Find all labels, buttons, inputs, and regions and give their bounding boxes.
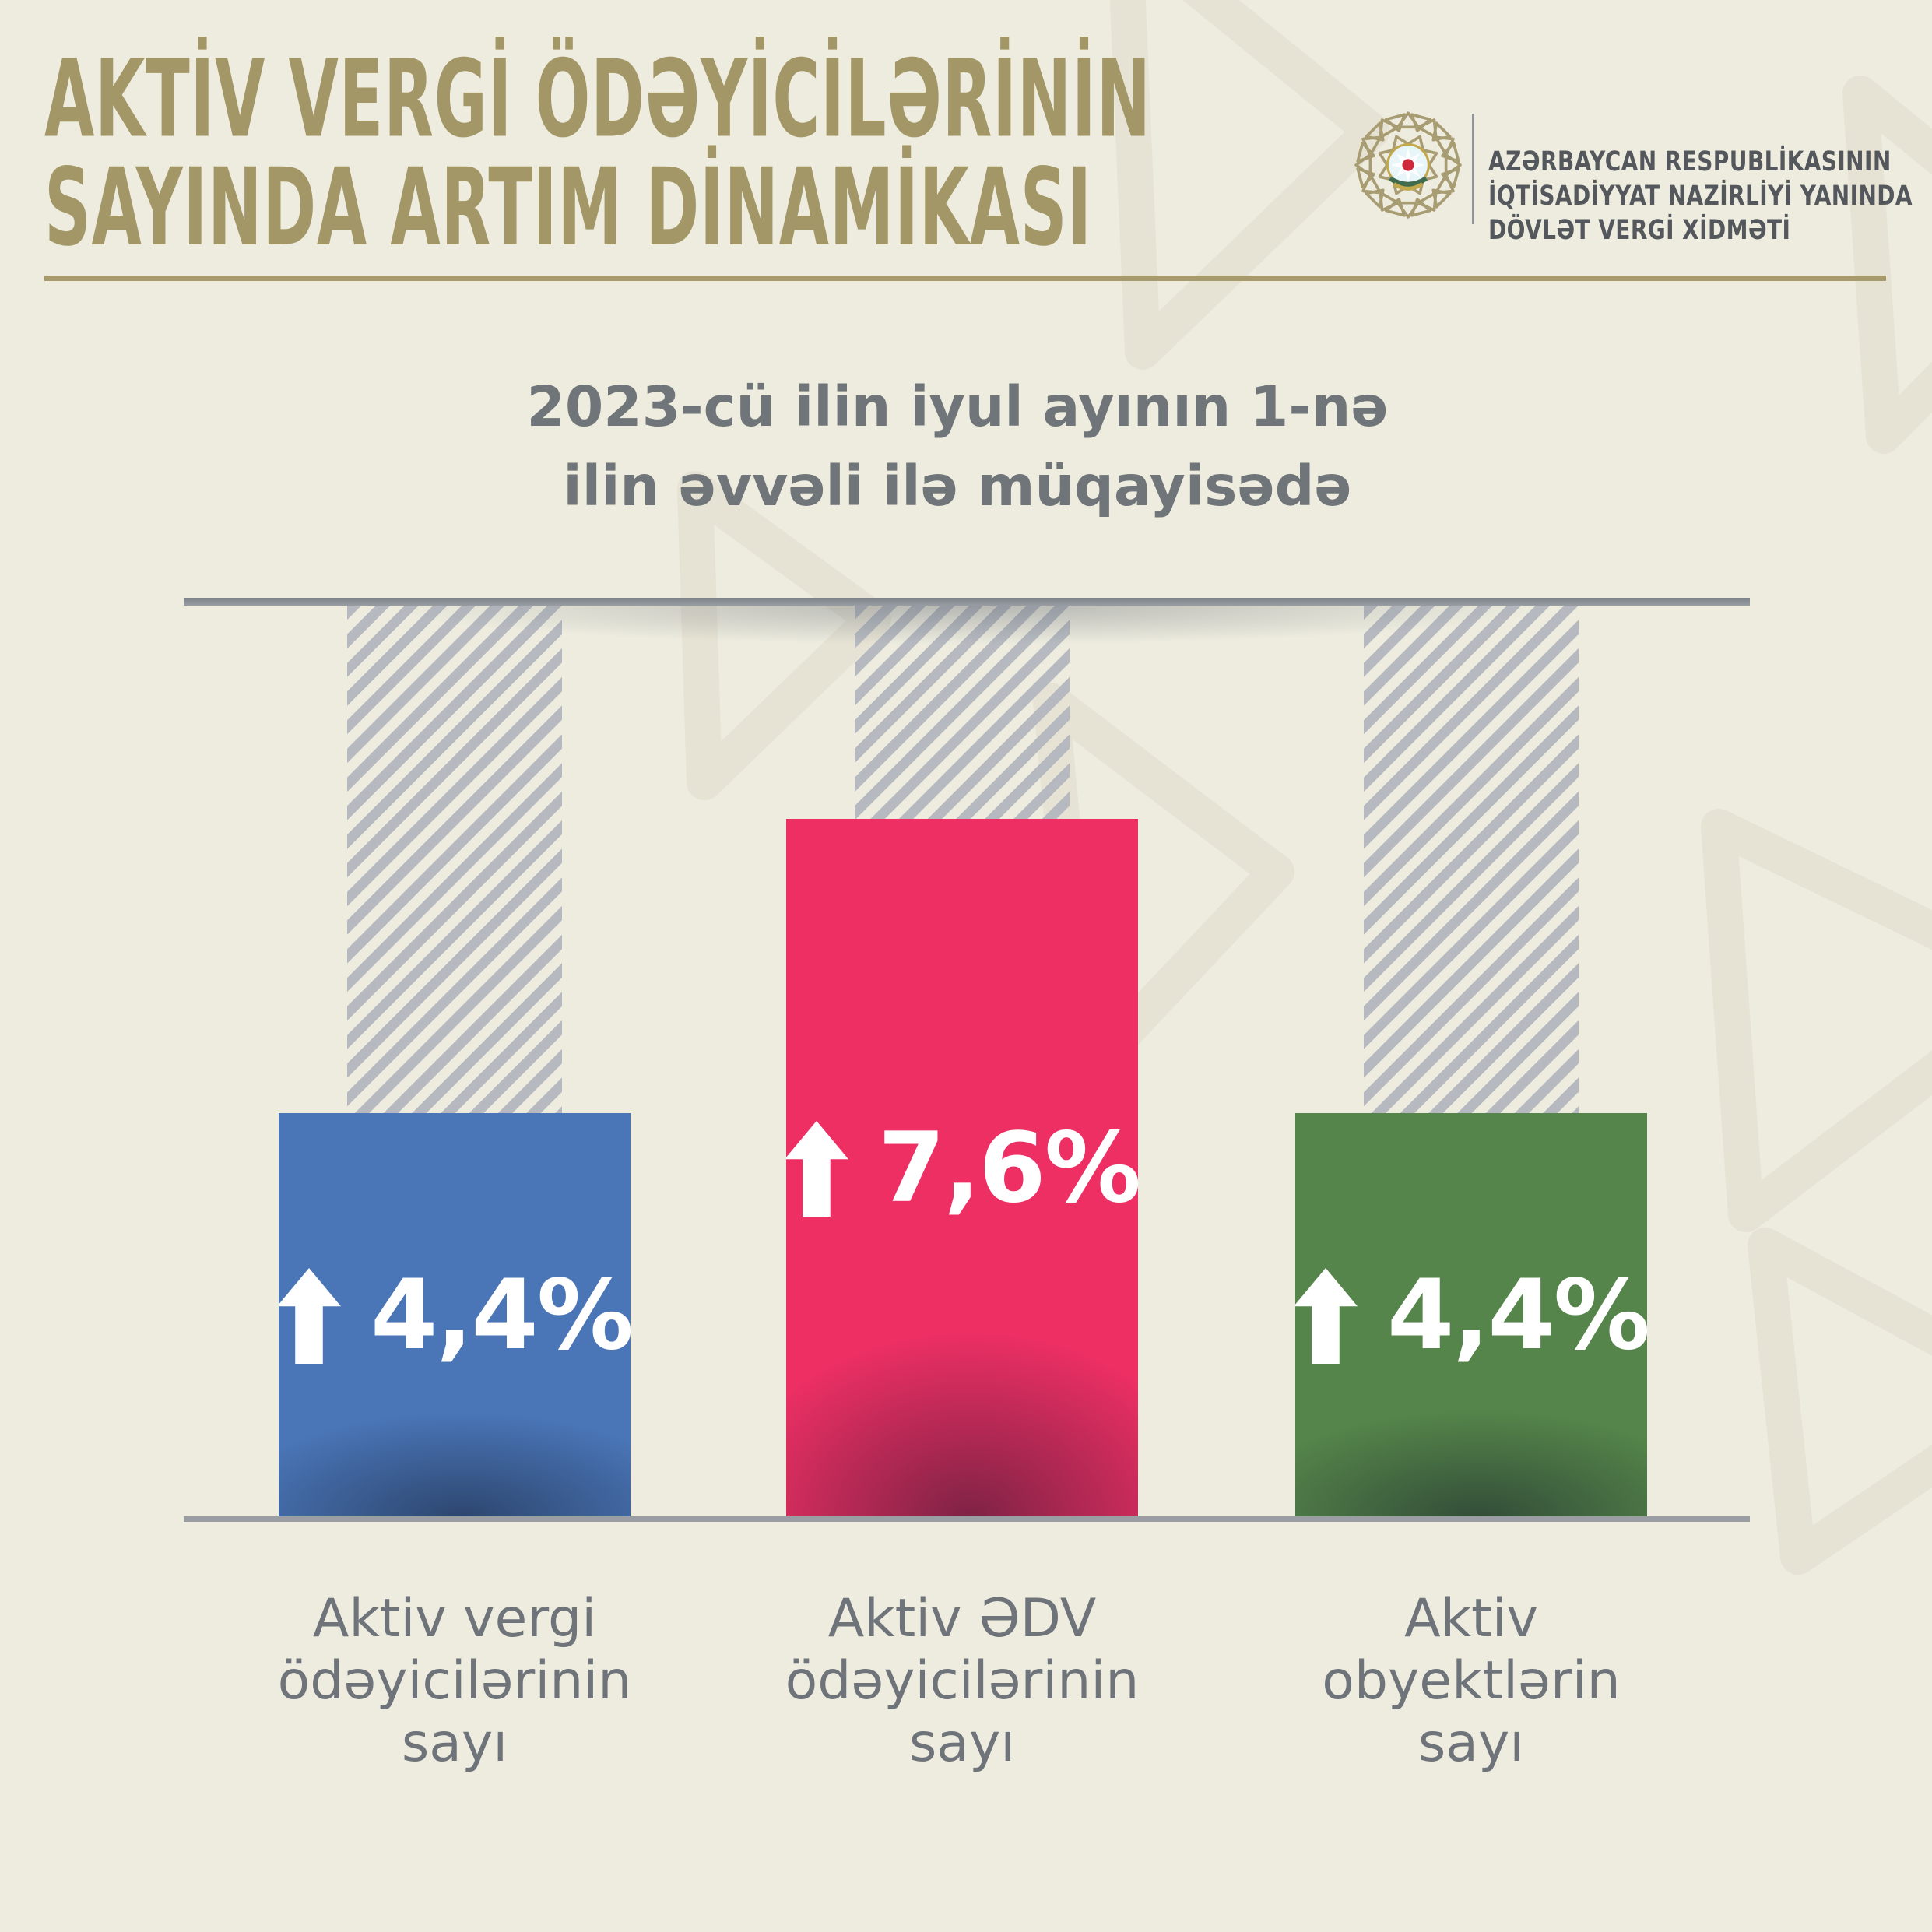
org-line1: AZƏRBAYCAN RESPUBLİKASININ bbox=[1488, 146, 1892, 177]
organization-name: AZƏRBAYCAN RESPUBLİKASININ İQTİSADİYYAT … bbox=[1488, 145, 1913, 248]
bar-value-label: 7,6% bbox=[786, 1112, 1138, 1224]
agency-logo bbox=[1349, 106, 1467, 224]
up-arrow-icon bbox=[786, 1120, 849, 1217]
bar-aktiv-ədv-ödəyicilərinin-sayı: 7,6% bbox=[786, 819, 1138, 1518]
category-label-line: Aktiv vergi bbox=[312, 1588, 597, 1649]
page-title-line1: AKTİV VERGİ ÖDƏYİCİLƏRİNİN bbox=[44, 37, 1151, 162]
emblem-wreath-green bbox=[1389, 176, 1428, 187]
category-label-line: obyektlərin bbox=[1322, 1650, 1621, 1712]
state-emblem-icon bbox=[1354, 111, 1462, 219]
logo-divider-rule bbox=[1472, 114, 1474, 224]
category-label-line: Aktiv ƏDV bbox=[827, 1588, 1097, 1649]
ornament-triangle bbox=[1701, 809, 1932, 1232]
category-label: Aktiv ƏDV ödəyicilərinin sayı bbox=[643, 1588, 1281, 1775]
category-label: Aktiv vergi ödəyicilərinin sayı bbox=[135, 1588, 774, 1775]
category-label-line: sayı bbox=[401, 1712, 508, 1774]
category-label-line: Aktiv bbox=[1404, 1588, 1538, 1649]
category-label-line: ödəyicilərinin bbox=[785, 1650, 1140, 1712]
org-line2: İQTİSADİYYAT NAZİRLİYİ YANINDA bbox=[1488, 181, 1913, 212]
ornament-triangle bbox=[677, 471, 891, 800]
chart-top-axis-line bbox=[184, 598, 1750, 606]
bar-value-label: 4,4% bbox=[279, 1259, 631, 1372]
bar-value-text: 4,4% bbox=[1387, 1259, 1647, 1372]
ornament-triangle bbox=[1748, 1228, 1932, 1575]
hatch-column bbox=[347, 606, 562, 1160]
category-label-line: sayı bbox=[1417, 1712, 1525, 1774]
page-title-line2: SAYINDA ARTIM DİNAMİKASI bbox=[44, 145, 1092, 271]
up-arrow-icon bbox=[279, 1267, 342, 1364]
chart-subtitle-line1: 2023-cü ilin iyul ayının 1-nə bbox=[526, 374, 1389, 439]
hatch-column bbox=[1364, 606, 1579, 1160]
header-divider bbox=[44, 276, 1886, 281]
chart-subtitle-line2: ilin əvvəli ilə müqayisədə bbox=[563, 454, 1352, 518]
category-label: Aktiv obyektlərin sayı bbox=[1152, 1588, 1790, 1775]
chart-subtitle: 2023-cü ilin iyul ayının 1-nə ilin əvvəl… bbox=[0, 367, 1915, 526]
org-line3: DÖVLƏT VERGİ XİDMƏTİ bbox=[1488, 215, 1791, 246]
up-arrow-icon bbox=[1295, 1267, 1358, 1364]
bar-value-text: 4,4% bbox=[371, 1259, 631, 1372]
category-label-line: sayı bbox=[908, 1712, 1016, 1774]
emblem-wreath-gold bbox=[1393, 182, 1424, 191]
bar-aktiv-vergi-ödəyicilərinin-sayı: 4,4% bbox=[279, 1113, 631, 1518]
chart-baseline bbox=[184, 1516, 1750, 1522]
ornament-triangle bbox=[1109, 0, 1389, 370]
page-title: AKTİV VERGİ ÖDƏYİCİLƏRİNİN SAYINDA ARTIM… bbox=[44, 45, 1151, 262]
bar-value-text: 7,6% bbox=[878, 1112, 1138, 1224]
bar-aktiv-obyektlərin-sayı: 4,4% bbox=[1295, 1113, 1647, 1518]
category-label-line: ödəyicilərinin bbox=[277, 1650, 632, 1712]
bar-value-label: 4,4% bbox=[1295, 1259, 1647, 1372]
emblem-flame-disc bbox=[1402, 159, 1414, 171]
